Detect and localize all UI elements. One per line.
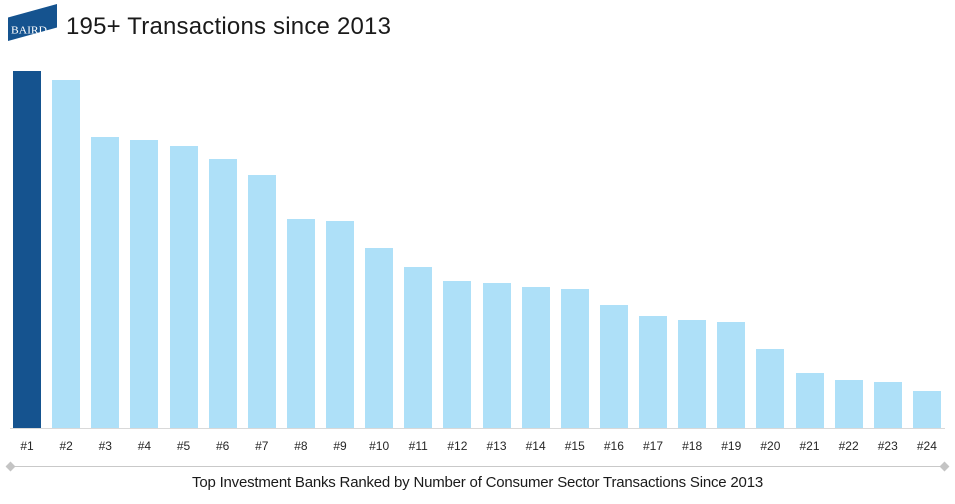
tick-label: #15	[564, 439, 585, 453]
bar	[678, 319, 707, 428]
x-axis-line	[10, 428, 945, 429]
tick-label: #12	[447, 439, 468, 453]
bar	[247, 175, 276, 428]
tick-label: #24	[916, 439, 937, 453]
divider-diamond-left	[5, 461, 16, 472]
bar	[404, 266, 433, 428]
bar	[91, 136, 120, 428]
tick-label: #7	[255, 439, 269, 453]
bar	[560, 288, 589, 428]
tick-label: #11	[408, 439, 428, 453]
tick-label: #13	[486, 439, 507, 453]
bar	[482, 283, 511, 428]
bar	[326, 220, 354, 428]
page-title: 195+ Transactions since 2013	[66, 13, 392, 40]
tick-label: #5	[176, 439, 191, 453]
tick-label: #3	[98, 439, 112, 453]
tick-label: #4	[137, 439, 152, 453]
bar	[286, 219, 315, 428]
tick-label: #9	[333, 439, 347, 453]
bar-highlighted	[13, 70, 41, 428]
tick-label: #22	[838, 439, 859, 453]
tick-label: #10	[369, 439, 390, 453]
bar	[717, 321, 746, 428]
bar	[834, 380, 863, 428]
tick-label: #8	[294, 439, 308, 453]
bar-chart	[13, 60, 941, 428]
bar	[169, 145, 198, 428]
baird-logo-text: BAIRD	[11, 25, 47, 37]
bar	[639, 316, 667, 428]
chart-caption: Top Investment Banks Ranked by Number of…	[192, 474, 763, 491]
tick-label: #20	[760, 439, 781, 453]
tick-label: #6	[215, 439, 230, 453]
bar	[795, 373, 824, 428]
divider-line	[10, 466, 945, 467]
axis-labels: #1 #2 #3 #4 #5 #6 #7 #8 #9 #10 #11 #12 #13 #14 #15 #16 #…	[13, 439, 941, 453]
bar	[599, 305, 628, 428]
tick-label: #21	[799, 439, 820, 453]
tick-label: #2	[59, 439, 73, 453]
bar	[521, 286, 550, 428]
bar	[756, 349, 785, 428]
bar	[443, 281, 472, 428]
bar	[130, 140, 159, 428]
tick-label: #19	[721, 439, 742, 453]
baird-logo: BAIRD	[8, 4, 57, 41]
bar	[912, 391, 941, 428]
baird-logo-flag	[8, 4, 57, 41]
tick-label: #18	[682, 439, 703, 453]
tick-label: #14	[525, 439, 546, 453]
divider-diamond-right	[939, 461, 950, 472]
tick-label: #1	[20, 439, 34, 453]
tick-label: #17	[642, 439, 664, 453]
bar	[208, 158, 237, 428]
tick-label: #16	[603, 439, 624, 453]
bar	[365, 248, 394, 428]
bar	[873, 382, 902, 428]
bar	[52, 79, 81, 428]
tick-label: #23	[877, 439, 898, 453]
